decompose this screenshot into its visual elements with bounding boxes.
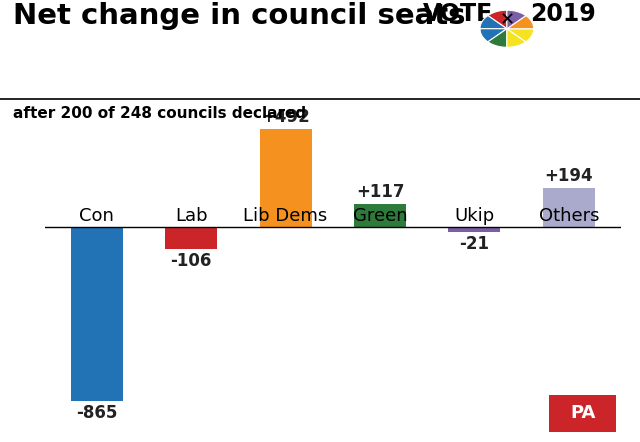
Text: after 200 of 248 councils declared: after 200 of 248 councils declared: [13, 106, 306, 121]
Text: +117: +117: [356, 183, 404, 201]
Text: PA: PA: [570, 404, 595, 423]
Text: Lib Dems: Lib Dems: [243, 207, 328, 225]
Bar: [354, 204, 406, 228]
Text: +492: +492: [261, 107, 310, 126]
Text: Others: Others: [539, 207, 599, 225]
Text: ✕: ✕: [499, 11, 515, 29]
Text: Green: Green: [353, 207, 407, 225]
Text: Ukip: Ukip: [454, 207, 495, 225]
Text: 2019: 2019: [530, 2, 596, 26]
Text: -21: -21: [460, 235, 490, 253]
Text: Net change in council seats: Net change in council seats: [13, 2, 465, 30]
Text: +194: +194: [545, 168, 593, 186]
Bar: [543, 188, 595, 228]
Text: Con: Con: [79, 207, 114, 225]
Text: VOTE: VOTE: [422, 2, 493, 26]
Bar: [449, 228, 500, 232]
Bar: [165, 228, 217, 249]
Text: -106: -106: [170, 252, 212, 270]
Bar: [260, 129, 312, 228]
Text: Lab: Lab: [175, 207, 207, 225]
Text: -865: -865: [76, 404, 117, 422]
Bar: [71, 228, 123, 401]
